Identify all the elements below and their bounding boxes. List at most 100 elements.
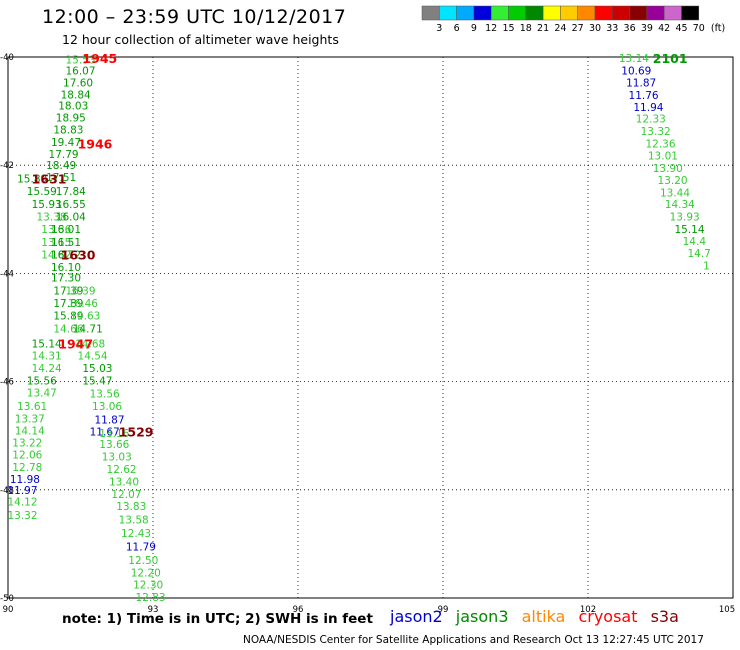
wave-height-point: 12.36 xyxy=(645,139,675,151)
x-tick-label: 102 xyxy=(580,605,596,615)
scale-label: 45 xyxy=(675,23,687,34)
wave-height-point: 1 xyxy=(703,260,710,272)
wave-height-point: 16.46 xyxy=(68,298,98,310)
wave-height-point: 13.03 xyxy=(102,451,132,463)
wave-height-point: 14.7 xyxy=(687,248,710,260)
wave-height-point: 12.83 xyxy=(136,592,166,604)
wave-height-point: 13.32 xyxy=(641,126,671,138)
wave-height-point: 13.38 xyxy=(36,212,66,224)
wave-height-point: 11.79 xyxy=(126,542,156,554)
chart-subtitle: 12 hour collection of altimeter wave hei… xyxy=(62,32,339,47)
wave-height-point: 17.30 xyxy=(51,273,81,285)
plot-frame xyxy=(7,56,734,599)
y-tick-label: -42 xyxy=(0,161,14,171)
scale-label: 21 xyxy=(537,23,549,34)
scale-label: 39 xyxy=(641,23,653,34)
wave-height-point: 18.03 xyxy=(58,101,88,113)
wave-height-point: 13.01 xyxy=(648,150,678,162)
wave-height-point: 13.40 xyxy=(109,477,139,489)
wave-height-point: 11.67 xyxy=(90,426,120,438)
wave-height-point: 15.93 xyxy=(32,199,62,211)
wave-height-point: 13.58 xyxy=(119,515,149,527)
scale-label: 24 xyxy=(554,23,566,34)
wave-height-point: 14.54 xyxy=(78,351,108,363)
wave-height-point: 18.83 xyxy=(53,124,83,136)
wave-height-point: 12.07 xyxy=(111,489,141,501)
wave-height-point: 15.59 xyxy=(27,186,57,198)
y-tick-label: -48 xyxy=(0,486,14,496)
color-scale: 3 6 9 12 15 18 21 24 27 30 33 36 39 42 45 70 (ft) xyxy=(421,5,725,34)
wave-height-point: 11.87 xyxy=(94,414,124,426)
wave-height-point: 14.12 xyxy=(7,497,37,509)
wave-height-point: 16.39 xyxy=(65,286,95,298)
wave-height-point: 17.39 xyxy=(53,286,83,298)
wave-height-point: 12.06 xyxy=(12,450,42,462)
x-tick-label: 96 xyxy=(293,605,304,615)
legend-altika: altika xyxy=(521,607,566,626)
wave-height-point: 13.83 xyxy=(116,501,146,513)
wave-height-point: 15.14 xyxy=(32,339,62,351)
scale-label: 27 xyxy=(572,23,584,34)
footnote: note: 1) Time is in UTC; 2) SWH is in fe… xyxy=(62,611,373,627)
pass-time-label: 1631 xyxy=(32,172,67,187)
wave-height-point: 13.37 xyxy=(15,413,45,425)
wave-height-point: 11.97 xyxy=(7,485,37,497)
wave-height-point: 17.60 xyxy=(63,77,93,89)
wave-height-point: 12.78 xyxy=(12,462,42,474)
x-tick-label: 90 xyxy=(3,605,14,615)
wave-height-point: 13.61 xyxy=(17,401,47,413)
wave-height-point: 12.30 xyxy=(133,579,163,591)
legend-cryosat: cryosat xyxy=(578,607,638,626)
scale-label: 3 xyxy=(436,23,442,34)
x-tick-label: 93 xyxy=(148,605,159,615)
pass-time-label: 1946 xyxy=(78,137,113,152)
legend-s3a: s3a xyxy=(650,607,679,626)
wave-height-point: 16.04 xyxy=(56,212,86,224)
chart-title: 12:00 – 23:59 UTC 10/12/2017 xyxy=(42,6,347,28)
wave-height-point: 13.90 xyxy=(653,163,683,175)
wave-height-point: 14.24 xyxy=(32,363,62,375)
wave-height-point: 15.47 xyxy=(82,376,112,388)
wave-height-point: 11.87 xyxy=(626,77,656,89)
wave-height-point: 13.16 xyxy=(99,428,129,440)
wave-height-point: 11.94 xyxy=(633,102,663,114)
legend-jason3: jason3 xyxy=(455,607,509,626)
wave-height-point: 12.62 xyxy=(107,464,137,476)
wave-height-point: 16.51 xyxy=(51,237,81,249)
wave-height-point: 13.32 xyxy=(7,510,37,522)
scale-label: 18 xyxy=(520,23,532,34)
wave-height-point: 13.56 xyxy=(90,389,120,401)
wave-height-point: 13.22 xyxy=(12,438,42,450)
wave-height-point: 14.66 xyxy=(53,324,83,336)
wave-height-point: 17.89 xyxy=(53,298,83,310)
wave-height-point: 14.68 xyxy=(75,339,105,351)
wave-height-point: 19.47 xyxy=(51,137,81,149)
scale-label: (ft) xyxy=(711,23,725,34)
wave-height-point: 14.31 xyxy=(32,351,62,363)
satellite-legend: jason2 jason3 altika cryosat s3a xyxy=(390,607,687,626)
wave-height-point: 14.34 xyxy=(665,199,695,211)
wave-height-point: 14.82 xyxy=(41,249,71,261)
credit-line: NOAA/NESDIS Center for Satellite Applica… xyxy=(243,634,704,646)
wave-height-point: 14.63 xyxy=(70,311,100,323)
wave-height-point: 11.76 xyxy=(629,90,659,102)
wave-height-point: 16.01 xyxy=(51,224,81,236)
wave-height-point: 15.89 xyxy=(53,311,83,323)
wave-height-point: 15.03 xyxy=(82,363,112,375)
wave-height-point: 17.51 xyxy=(46,172,76,184)
scale-label: 70 xyxy=(693,23,705,34)
wave-height-point: 13.15 xyxy=(41,237,71,249)
pass-time-label: 1945 xyxy=(82,51,117,66)
wave-height-point: 12.20 xyxy=(131,568,161,580)
wave-height-point: 15.53 xyxy=(65,55,95,67)
wave-height-point: 13.14 xyxy=(619,53,649,65)
x-tick-label: 105 xyxy=(719,605,735,615)
wave-height-point: 15.14 xyxy=(674,224,704,236)
wave-height-point: 13.93 xyxy=(670,212,700,224)
wave-height-point: 13.47 xyxy=(27,387,57,399)
wave-height-point: 16.72 xyxy=(51,249,81,261)
scale-label: 36 xyxy=(624,23,636,34)
wave-height-point: 18.95 xyxy=(56,113,86,125)
y-tick-label: -40 xyxy=(0,53,14,63)
